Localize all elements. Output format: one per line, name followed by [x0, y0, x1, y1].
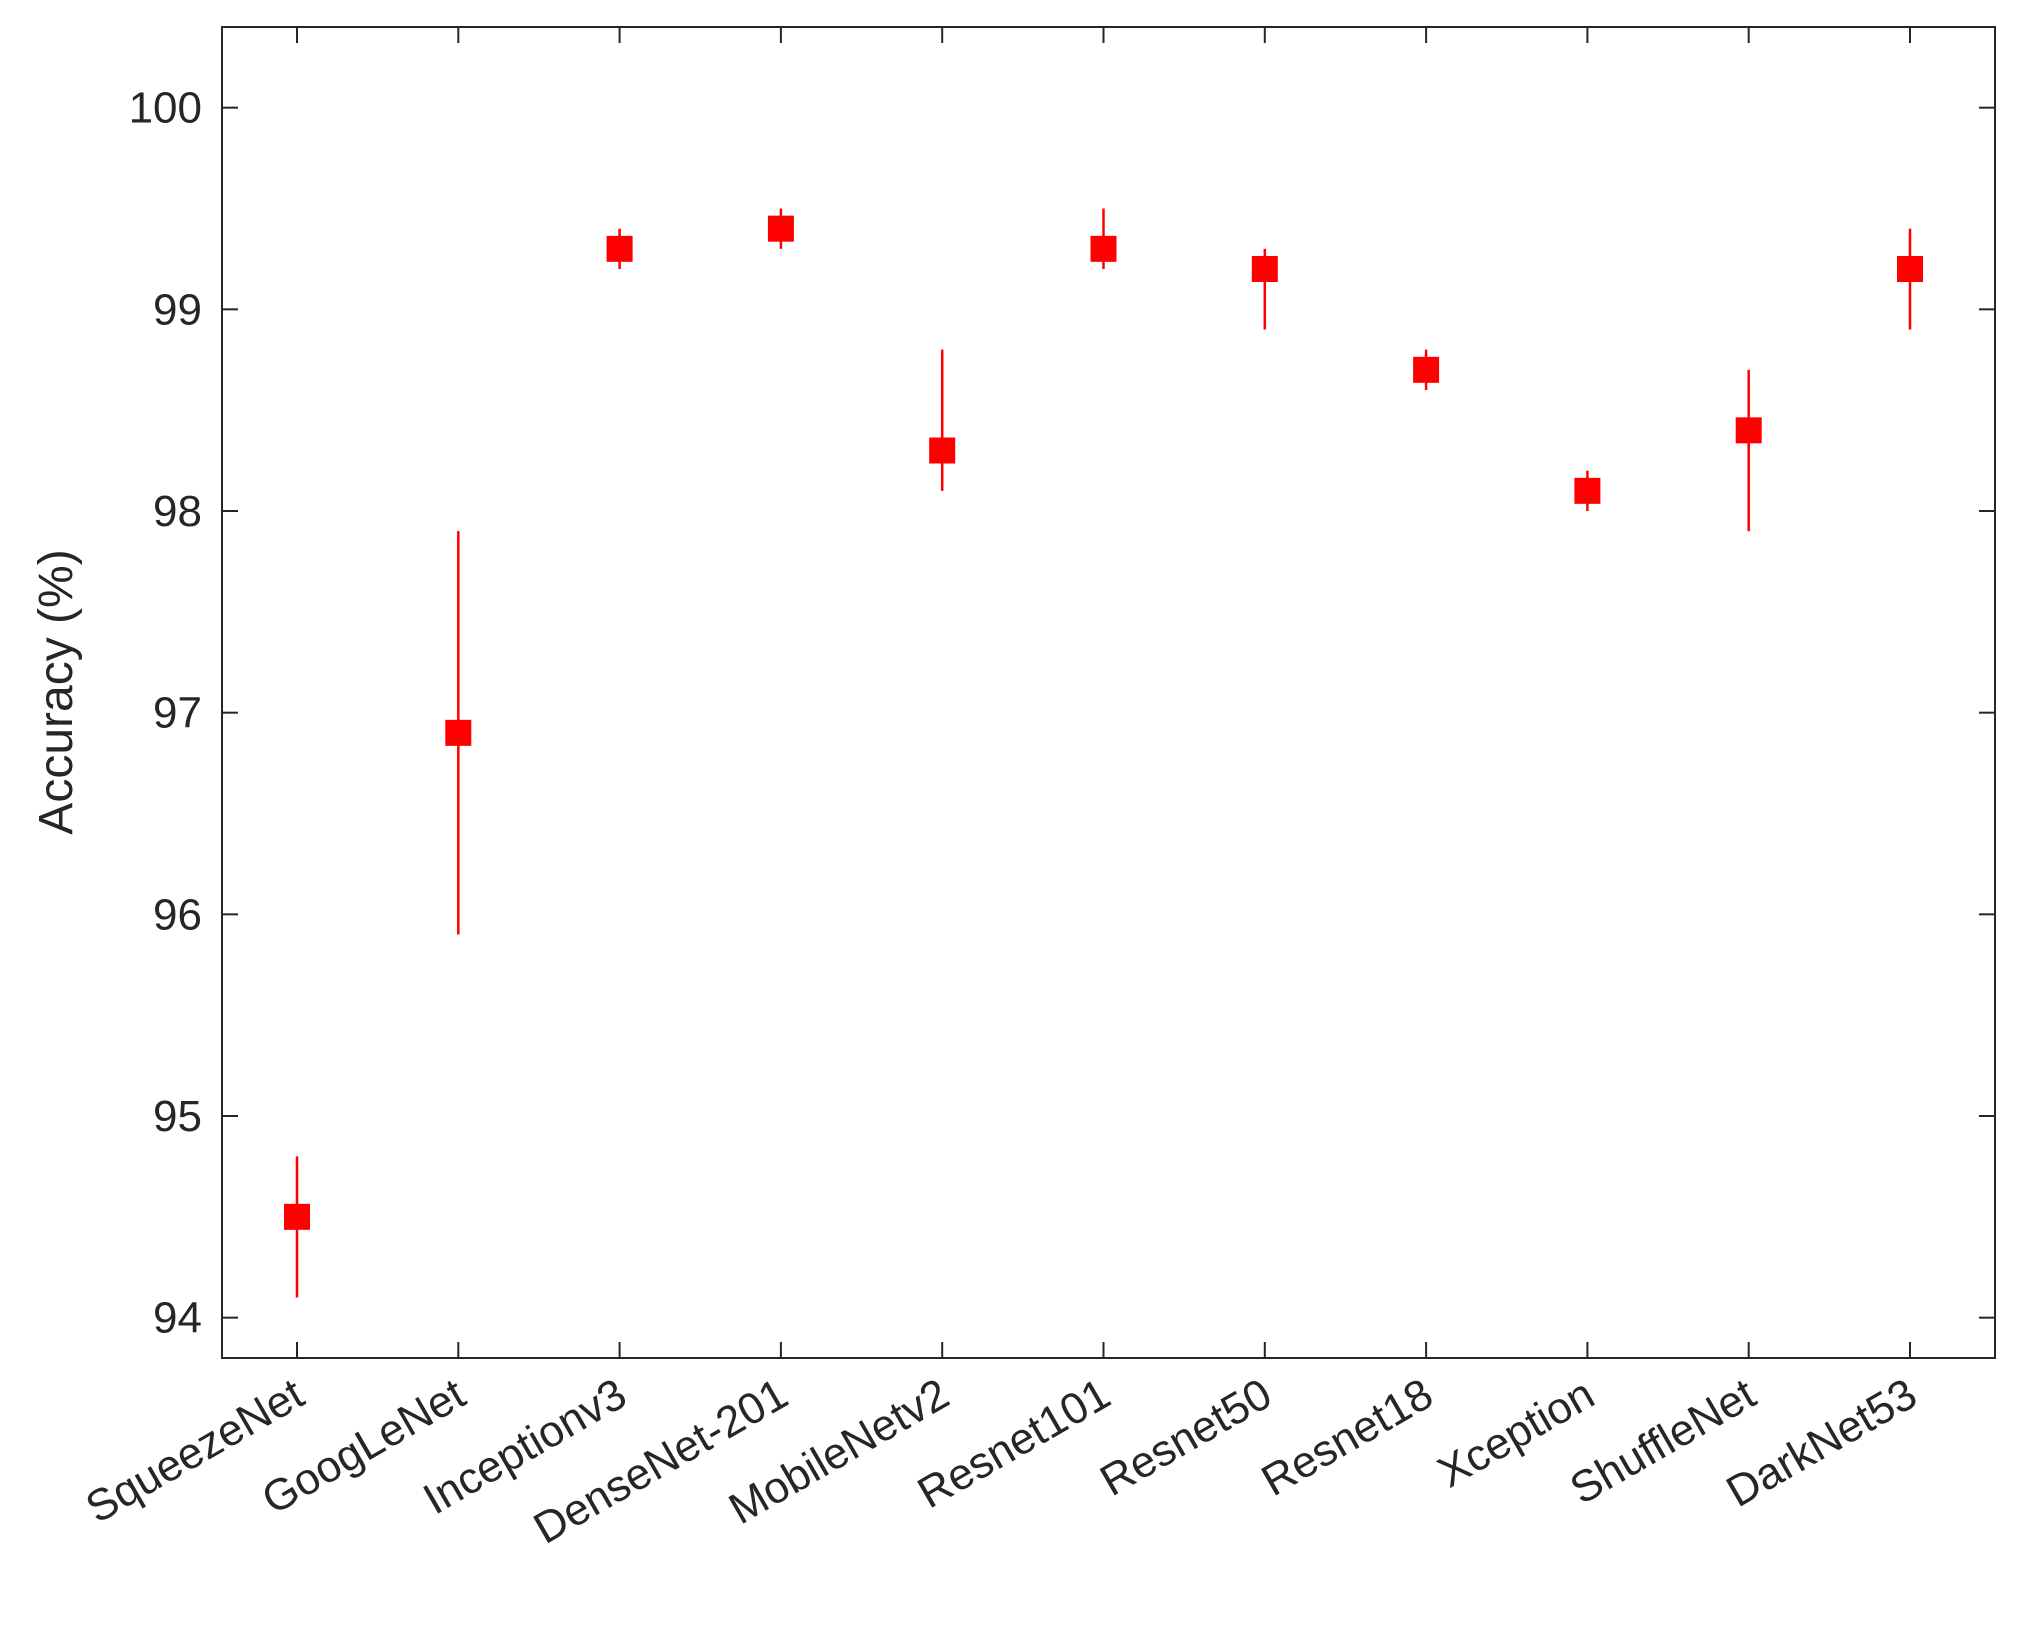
y-axis: 94 95 96 97 98 99 100 [129, 84, 1995, 1343]
data-point [1413, 356, 1440, 383]
data-point [1897, 256, 1923, 282]
y-tick-label: 96 [153, 890, 202, 939]
data-point [445, 719, 472, 746]
y-tick-label: 100 [129, 84, 202, 133]
x-tick-label: Resnet18 [1253, 1369, 1441, 1506]
data-point [1735, 417, 1762, 444]
data-point [767, 215, 794, 242]
data-point [284, 1203, 310, 1230]
y-tick-label: 98 [153, 487, 202, 536]
x-tick-label: Resnet50 [1092, 1369, 1280, 1506]
y-tick-label: 97 [153, 689, 202, 738]
plot-area [221, 26, 1996, 1359]
y-tick-label: 95 [153, 1092, 202, 1141]
y-tick-label: 99 [153, 285, 202, 334]
data-point [1251, 256, 1278, 282]
data-point [1090, 235, 1117, 262]
data-series [284, 208, 1923, 1298]
data-point [1574, 477, 1601, 504]
y-tick-label: 94 [153, 1294, 202, 1343]
data-point [606, 235, 633, 262]
data-point [929, 437, 956, 464]
y-axis-label: Accuracy (%) [30, 549, 83, 834]
